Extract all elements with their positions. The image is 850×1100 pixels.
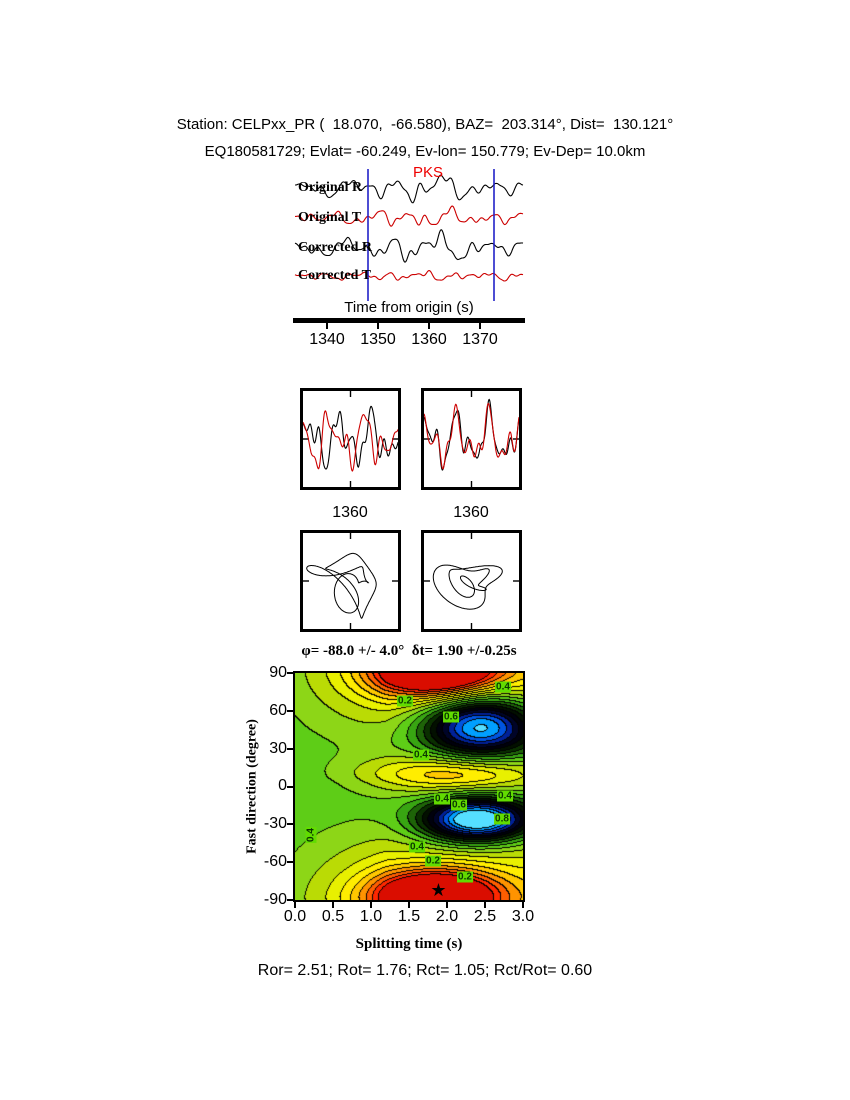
contour-annotation: 0.4	[497, 790, 513, 802]
axis-tick	[287, 861, 293, 863]
axis-tick	[287, 786, 293, 788]
trace-label-corrected-r: Corrected R	[298, 240, 372, 255]
trace-label-corrected-t: Corrected T	[298, 268, 371, 283]
event-header: EQ180581729; Evlat= -60.249, Ev-lon= 150…	[204, 143, 646, 160]
axis-tick	[294, 902, 296, 908]
axis-tick	[332, 902, 334, 908]
ytick-30: 30	[269, 740, 287, 757]
window-waveform-corrected	[424, 391, 519, 487]
ytick-0: 0	[278, 777, 287, 794]
time-tick-1340: 1340	[309, 331, 345, 348]
splitting-result-title: φ= -88.0 +/- 4.0° δt= 1.90 +/-0.25s	[301, 643, 517, 659]
panel-waveform	[303, 410, 398, 472]
axis-tick	[446, 902, 448, 908]
xtick-15: 1.5	[397, 908, 421, 925]
axis-tick	[479, 323, 481, 329]
contour-x-axis-title: Splitting time (s)	[355, 936, 463, 952]
contour-annotation: 0.4	[409, 841, 425, 853]
trace-2	[294, 228, 524, 263]
contour-annotation: 0.2	[397, 695, 413, 707]
ytick-60: 60	[269, 702, 287, 719]
time-axis-title: Time from origin (s)	[344, 299, 474, 316]
trace-label-original-t: Original T	[298, 210, 362, 225]
axis-tick	[428, 323, 430, 329]
time-tick-1360: 1360	[411, 331, 447, 348]
window-tick-left: 1360	[332, 504, 368, 521]
axis-tick	[484, 902, 486, 908]
time-axis-line	[293, 318, 525, 323]
time-tick-1370: 1370	[462, 331, 498, 348]
axis-tick	[287, 899, 293, 901]
result-summary: Ror= 2.51; Rot= 1.76; Rct= 1.05; Rct/Rot…	[257, 962, 593, 979]
axis-tick	[377, 323, 379, 329]
particle-motion-panel-original	[300, 530, 401, 632]
contour-annotation: 0.4	[434, 793, 450, 805]
contour-annotation: 0.4	[305, 827, 317, 843]
window-waveform-original	[303, 391, 398, 487]
contour-annotation: 0.4	[413, 749, 429, 761]
contour-plot: 0.4 0.2 0.6 0.4 0.4 0.6 0.4 0.8 0.4 0.2 0.2 0.4 ★	[293, 671, 525, 902]
trace-1	[295, 205, 524, 227]
axis-tick	[287, 823, 293, 825]
panel-waveform	[424, 398, 519, 471]
ytick-n30: -30	[263, 815, 287, 832]
contour-annotation: 0.6	[451, 799, 467, 811]
axis-tick	[287, 710, 293, 712]
xtick-10: 1.0	[359, 908, 383, 925]
xtick-30: 3.0	[511, 908, 535, 925]
time-tick-1350: 1350	[360, 331, 396, 348]
panel-waveform	[424, 402, 519, 470]
trace-0	[295, 174, 524, 204]
particle-motion-curve	[432, 564, 503, 610]
best-solution-star: ★	[430, 880, 447, 901]
particle-motion-corrected	[424, 533, 519, 629]
window-panel-corrected	[421, 388, 522, 490]
axis-tick	[408, 902, 410, 908]
contour-annotation: 0.8	[494, 813, 510, 825]
particle-motion-panel-corrected	[421, 530, 522, 632]
particle-motion-curve	[306, 552, 377, 619]
trace-label-original-r: Original R	[298, 180, 363, 195]
ytick-90: 90	[269, 664, 287, 681]
xtick-05: 0.5	[321, 908, 345, 925]
trace-3	[294, 270, 524, 282]
axis-tick	[326, 323, 328, 329]
xtick-25: 2.5	[473, 908, 497, 925]
phase-label: PKS	[413, 164, 444, 181]
station-header: Station: CELPxx_PR ( 18.070, -66.580), B…	[176, 116, 674, 133]
waveform-traces-plot	[294, 169, 524, 301]
contour-annotation: 0.4	[495, 681, 511, 693]
contour-annotation: 0.2	[457, 871, 473, 883]
xtick-20: 2.0	[435, 908, 459, 925]
axis-tick	[287, 672, 293, 674]
contour-annotation: 0.6	[443, 711, 459, 723]
axis-tick	[370, 902, 372, 908]
axis-tick	[287, 748, 293, 750]
axis-tick	[522, 902, 524, 908]
xtick-0: 0.0	[283, 908, 307, 925]
window-panel-original	[300, 388, 401, 490]
contour-canvas	[295, 673, 523, 900]
ytick-n90: -90	[263, 891, 287, 908]
ytick-n60: -60	[263, 853, 287, 870]
window-tick-right: 1360	[453, 504, 489, 521]
panel-waveform	[303, 405, 398, 470]
contour-annotation: 0.2	[425, 855, 441, 867]
particle-motion-original	[303, 533, 398, 629]
